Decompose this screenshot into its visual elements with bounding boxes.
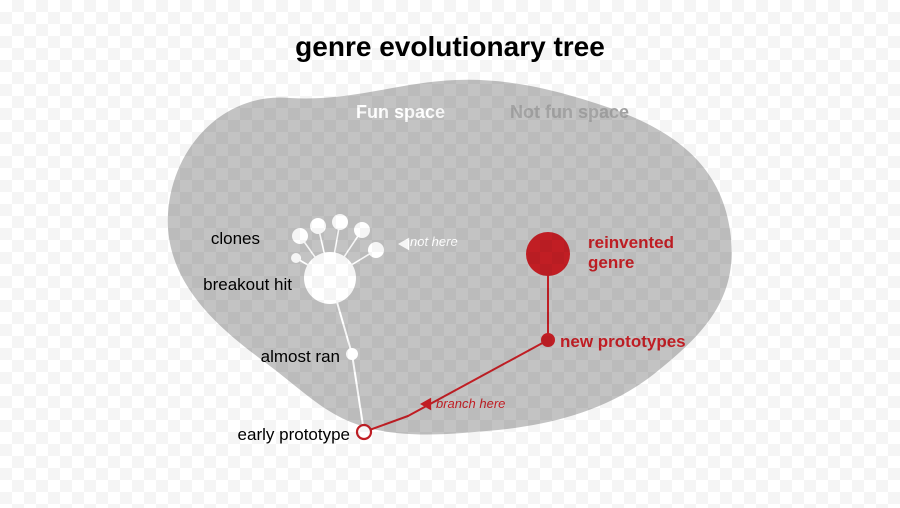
transparency-checker	[0, 0, 900, 508]
diagram-stage: genre evolutionary treeFun spaceNot fun …	[0, 0, 900, 508]
